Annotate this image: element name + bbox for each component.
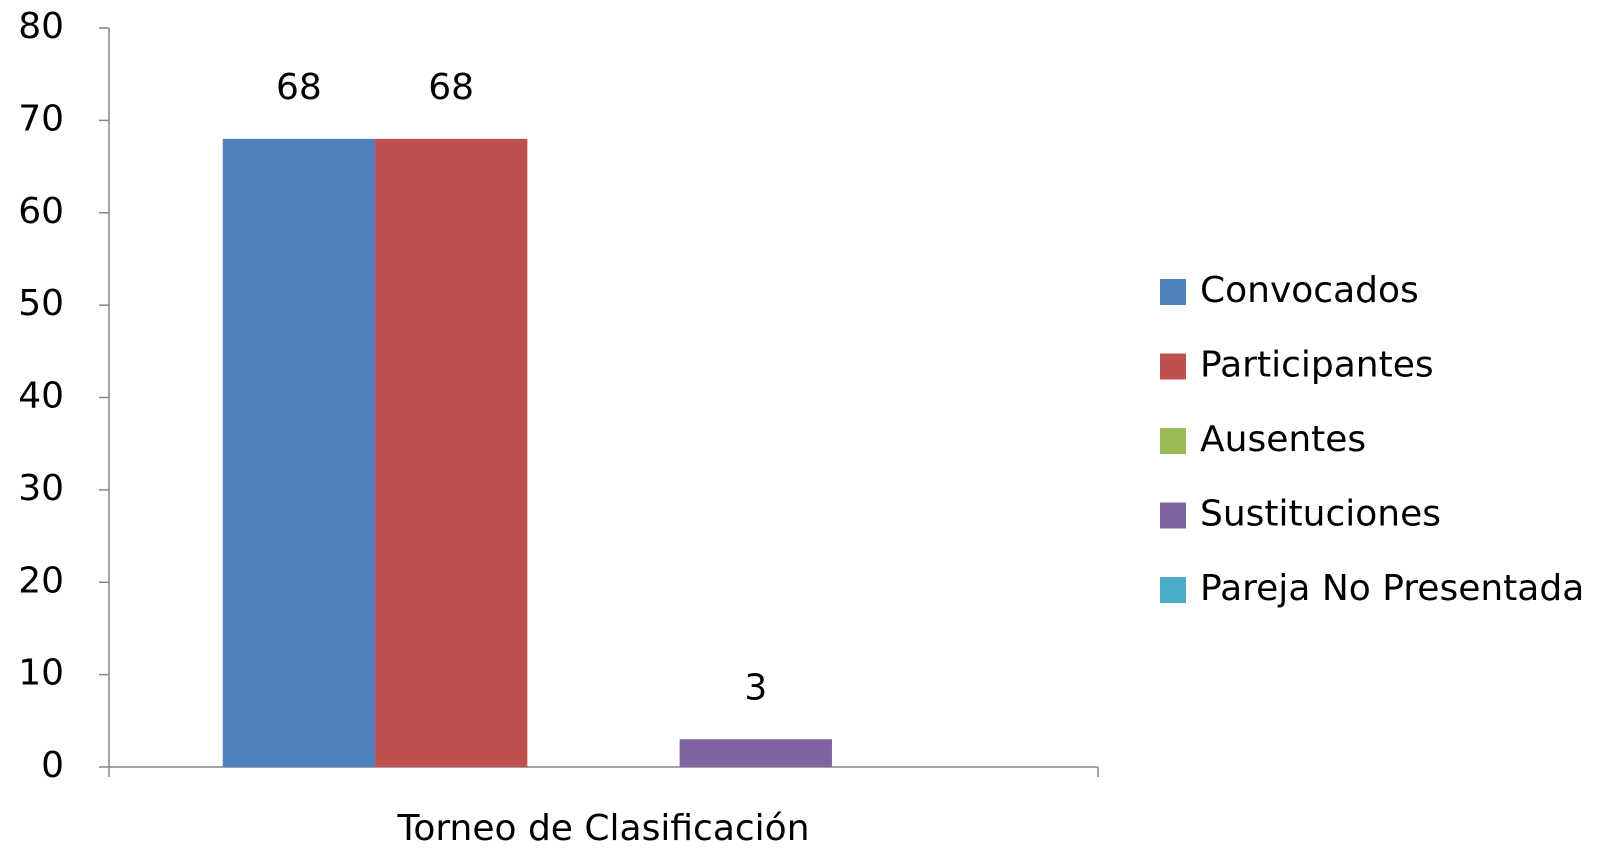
x-tick-label: Torneo de Clasificación: [396, 808, 809, 847]
y-tick-label: 50: [18, 283, 64, 324]
y-tick-label: 0: [41, 745, 64, 786]
bar: [679, 739, 832, 767]
y-tick-label: 60: [18, 191, 64, 232]
legend-swatch: [1160, 353, 1186, 380]
y-tick-label: 20: [18, 560, 64, 601]
y-tick-label: 70: [18, 98, 64, 139]
bar: [375, 138, 528, 768]
legend-label: Convocados: [1200, 270, 1419, 311]
data-label: 68: [276, 67, 322, 108]
legend-label: Pareja No Presentada: [1200, 568, 1584, 609]
data-label: 3: [744, 667, 767, 708]
legend-swatch: [1160, 502, 1186, 529]
bar: [222, 138, 376, 768]
y-tick-label: 30: [18, 468, 64, 509]
legend-swatch: [1160, 577, 1186, 603]
legend-swatch: [1160, 428, 1186, 454]
data-label: 68: [428, 67, 474, 108]
y-tick-label: 10: [18, 653, 64, 694]
legend-swatch: [1160, 279, 1186, 305]
legend-label: Participantes: [1200, 345, 1434, 386]
legend-label: Sustituciones: [1200, 494, 1441, 535]
legend-label: Ausentes: [1200, 419, 1366, 460]
y-tick-label: 40: [18, 376, 64, 417]
y-tick-label: 80: [18, 6, 64, 47]
